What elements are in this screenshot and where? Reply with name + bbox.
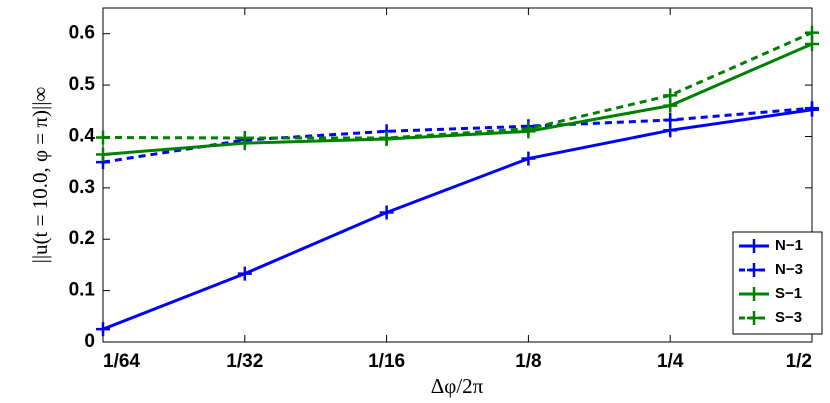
x-tick-label: 1/4 [657,351,684,372]
marker [663,113,678,128]
marker [237,131,252,146]
marker [663,88,678,103]
marker [747,311,761,325]
marker [96,322,110,337]
y-tick-label: 0.2 [69,228,95,249]
marker [747,263,761,277]
marker [521,121,536,136]
legend-label: N−1 [775,237,803,254]
x-tick-label: 1/2 [786,351,812,372]
marker [747,239,761,253]
marker [805,25,819,40]
y-axis-label: ||u(t = 10.0, φ = π)||∞ [28,87,52,264]
marker [96,147,110,162]
y-tick-label: 0.6 [69,23,95,44]
marker [237,266,252,281]
x-tick-label: 1/16 [368,351,405,372]
series-line [102,106,813,164]
y-tick-label: 0.4 [69,125,96,146]
x-axis-label: Δφ/2π [431,374,484,398]
y-tick-label: 0.3 [69,177,95,198]
series-line [102,42,813,156]
legend-label: N−3 [775,261,803,278]
x-tick-label: 1/32 [226,351,263,372]
series-line [102,108,813,331]
marker [379,131,394,146]
marker [805,101,819,116]
y-tick-label: 0.5 [69,74,96,95]
series-line [102,31,813,140]
y-tick-label: 0 [84,331,95,352]
marker [379,205,394,220]
legend-label: S−1 [775,285,802,302]
marker [96,130,110,145]
x-tick-label: 1/64 [103,351,140,372]
x-tick-label: 1/8 [515,351,541,372]
y-tick-label: 0.1 [69,280,96,301]
plot-frame [102,7,813,343]
marker [747,287,761,301]
legend-label: S−3 [775,309,802,326]
marker [521,151,536,166]
